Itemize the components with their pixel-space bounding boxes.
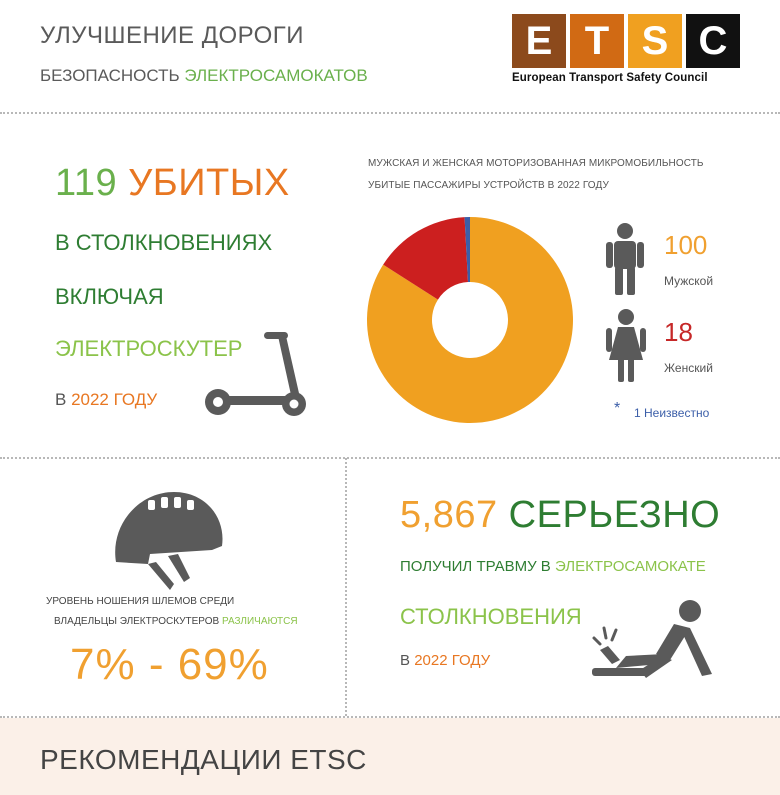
- etsc-logo: E T S C European Transport Safety Counci…: [512, 14, 740, 84]
- divider-vertical: [345, 458, 347, 716]
- donut-chart: [367, 217, 573, 423]
- helmet-icon: [115, 492, 223, 590]
- logo-letter-s: S: [628, 14, 682, 68]
- deaths-line-2-word: СТОЛКНОВЕНИЯХ: [75, 230, 273, 255]
- helmet-range: 7% - 69%: [70, 640, 269, 689]
- deaths-line-5-prefix: В: [55, 390, 72, 409]
- deaths-line-2-prefix: В: [55, 230, 76, 255]
- deaths-line-5-year: 2022 ГОДУ: [71, 390, 158, 409]
- injuries-line-4-year: 2022 ГОДУ: [414, 652, 491, 669]
- recommendations-band: [0, 718, 780, 795]
- deaths-line-2: В СТОЛКНОВЕНИЯХ: [55, 230, 272, 256]
- injured-person-icon: [592, 600, 712, 678]
- deaths-headline: 119 УБИТЫХ: [55, 162, 290, 205]
- divider-top: [0, 112, 780, 114]
- page-subtitle: БЕЗОПАСНОСТЬ ЭЛЕКТРОСАМОКАТОВ: [40, 66, 368, 86]
- donut-slice-unknown: [464, 217, 470, 283]
- injuries-number: 5,867: [400, 494, 498, 536]
- divider-bottom: [0, 716, 780, 718]
- page-title: УЛУЧШЕНИЕ ДОРОГИ: [40, 22, 305, 49]
- helmet-text-2-highlight: РАЗЛИЧАЮТСЯ: [221, 616, 298, 627]
- subtitle-highlight: ЭЛЕКТРОСАМОКАТОВ: [184, 66, 368, 85]
- deaths-line-3: ВКЛЮЧАЯ: [55, 284, 164, 309]
- female-figure-icon: [606, 309, 646, 382]
- injuries-line-2: ПОЛУЧИЛ ТРАВМУ В ЭЛЕКТРОСАМОКАТЕ: [400, 558, 706, 575]
- injuries-word: СЕРЬЕЗНО: [508, 494, 721, 536]
- male-figure-icon: [606, 223, 644, 295]
- chart-subtitle: УБИТЫЕ ПАССАЖИРЫ УСТРОЙСТВ В 2022 ГОДУ: [368, 180, 609, 191]
- helmet-text-1: УРОВЕНЬ НОШЕНИЯ ШЛЕМОВ СРЕДИ: [46, 596, 235, 607]
- helmet-text-2: ВЛАДЕЛЬЦЫ ЭЛЕКТРОСКУТЕРОВ РАЗЛИЧАЮТСЯ: [54, 616, 298, 627]
- scooter-icon: [205, 332, 306, 416]
- helmet-text-2-prefix: ВЛАДЕЛЬЦЫ ЭЛЕКТРОСКУТЕРОВ: [54, 616, 222, 627]
- injuries-line-4: В 2022 ГОДУ: [400, 652, 490, 669]
- female-count: 18: [664, 317, 693, 347]
- injuries-line-3: СТОЛКНОВЕНИЯ: [400, 604, 582, 629]
- injuries-headline: 5,867 СЕРЬЕЗНО: [400, 494, 720, 537]
- donut-slice-male: [367, 217, 573, 423]
- deaths-line-5: В 2022 ГОДУ: [55, 390, 157, 410]
- injuries-line-4-prefix: В: [400, 652, 415, 669]
- recommendations-title: РЕКОМЕНДАЦИИ ETSC: [40, 744, 367, 775]
- logo-letter-t: T: [570, 14, 624, 68]
- injuries-line-2-prefix: ПОЛУЧИЛ ТРАВМУ В: [400, 558, 555, 575]
- divider-middle: [0, 457, 780, 459]
- female-label: Женский: [664, 361, 713, 375]
- chart-title: МУЖСКАЯ И ЖЕНСКАЯ МОТОРИЗОВАННАЯ МИКРОМО…: [368, 158, 704, 169]
- deaths-word: УБИТЫХ: [128, 162, 290, 204]
- logo-letter-c: C: [686, 14, 740, 68]
- donut-slice-female: [383, 217, 468, 300]
- injuries-line-2-highlight: ЭЛЕКТРОСАМОКАТЕ: [554, 558, 706, 575]
- deaths-line-4: ЭЛЕКТРОСКУТЕР: [55, 336, 243, 361]
- male-label: Мужской: [664, 274, 714, 288]
- male-count: 100: [664, 230, 708, 260]
- unknown-label: 1 Неизвестно: [634, 406, 710, 420]
- subtitle-prefix: БЕЗОПАСНОСТЬ: [40, 66, 185, 85]
- logo-letter-e: E: [512, 14, 566, 68]
- unknown-asterisk: *: [614, 400, 621, 417]
- deaths-number: 119: [55, 162, 118, 204]
- logo-name: European Transport Safety Council: [512, 72, 708, 84]
